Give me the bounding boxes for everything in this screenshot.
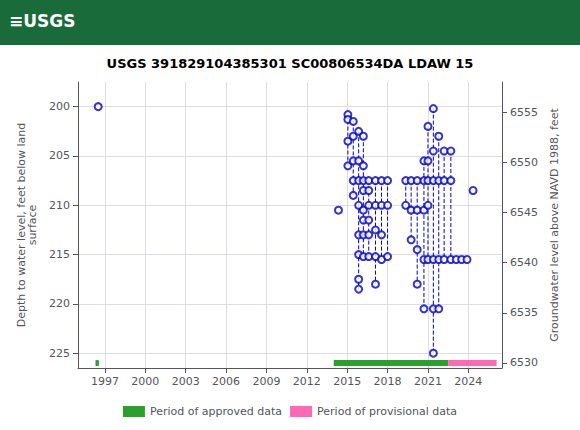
svg-text:6530: 6530 [510,356,538,369]
svg-text:Groundwater level above NAVD 1: Groundwater level above NAVD 1988, feet [548,108,561,342]
svg-text:2006: 2006 [212,375,240,388]
svg-text:210: 210 [49,199,70,212]
svg-text:220: 220 [49,297,70,310]
svg-text:2003: 2003 [172,375,200,388]
svg-text:Period of provisional data: Period of provisional data [317,405,457,418]
svg-text:USGS 391829104385301 SC0080653: USGS 391829104385301 SC00806534DA LDAW 1… [107,56,474,71]
svg-text:Depth to water level, feet bel: Depth to water level, feet below land [15,122,29,328]
svg-text:6550: 6550 [510,156,538,169]
svg-text:2021: 2021 [414,375,442,388]
svg-text:6535: 6535 [510,306,538,319]
svg-text:2009: 2009 [252,375,280,388]
svg-text:1997: 1997 [91,375,119,388]
svg-text:2018: 2018 [374,375,402,388]
svg-text:6540: 6540 [510,256,538,269]
svg-text:6555: 6555 [510,106,538,119]
svg-text:225: 225 [49,347,70,360]
svg-text:≡USGS: ≡USGS [9,11,76,31]
svg-text:2024: 2024 [454,375,482,388]
svg-text:surface: surface [26,204,39,245]
svg-text:200: 200 [49,100,70,113]
svg-text:2012: 2012 [293,375,321,388]
svg-text:215: 215 [49,248,70,261]
svg-text:6545: 6545 [510,206,538,219]
svg-text:Period of approved data: Period of approved data [150,405,282,418]
svg-text:2015: 2015 [333,375,361,388]
svg-text:205: 205 [49,149,70,162]
svg-text:2000: 2000 [131,375,159,388]
